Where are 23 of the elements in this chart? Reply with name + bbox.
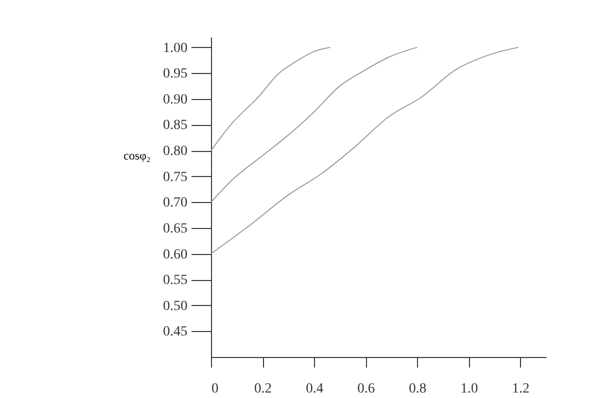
x-tick-label: 1.0 <box>460 382 478 396</box>
y-tick-label: 0.45 <box>163 324 188 340</box>
y-tick-label: 0.60 <box>163 247 188 262</box>
y-tick-label: 0.80 <box>163 144 188 160</box>
x-tick-label: 1.2 <box>512 382 530 396</box>
y-tick-label: 0.70 <box>163 196 188 211</box>
x-tick-label: 0.6 <box>357 382 375 396</box>
y-tick-label: 0.65 <box>163 221 188 236</box>
y-tick-label: 0.75 <box>163 170 188 185</box>
y-tick-label: 1.00 <box>163 40 188 56</box>
x-tick-label: 0.2 <box>254 382 272 396</box>
y-tick-label: 0.90 <box>163 92 188 108</box>
line-series <box>210 46 519 254</box>
x-tick-label: 0 <box>212 382 218 396</box>
y-axis-title: cosφ₂ <box>124 148 151 162</box>
line-series <box>210 46 418 203</box>
x-tick-label: 0.4 <box>306 382 324 396</box>
x-tick-label: 0.8 <box>408 382 426 396</box>
y-tick-label: 0.95 <box>163 66 188 82</box>
line-series <box>210 46 331 152</box>
y-tick-label: 0.50 <box>163 298 188 314</box>
y-tick-label: 0.55 <box>163 273 188 288</box>
y-tick-label: 0.85 <box>163 118 188 134</box>
